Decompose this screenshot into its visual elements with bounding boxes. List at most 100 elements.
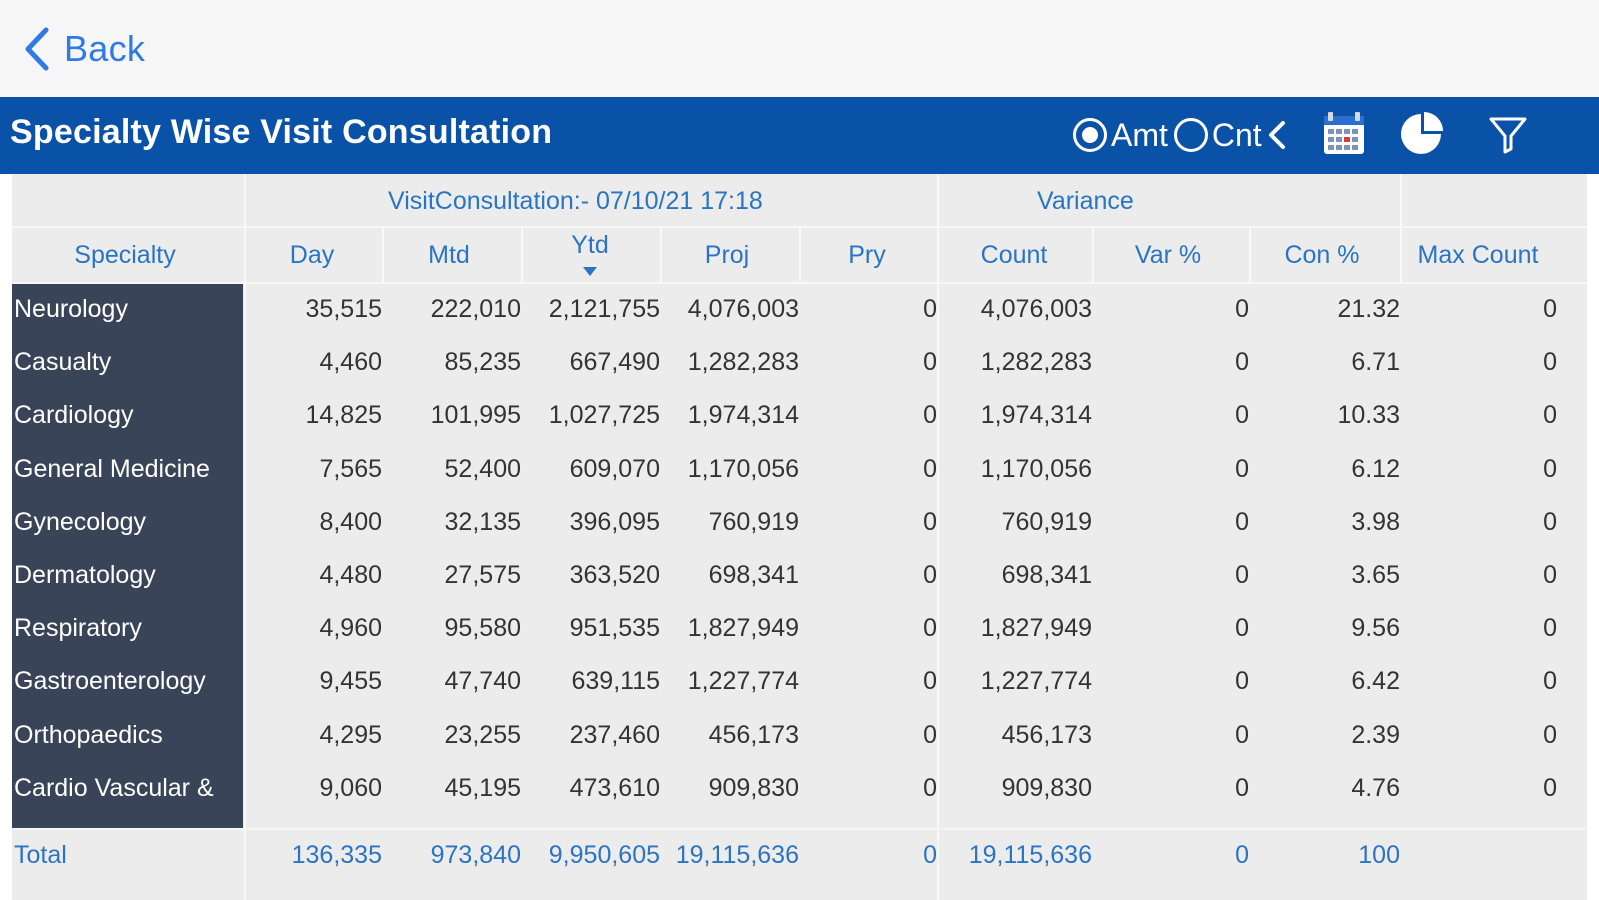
cell-pry: 0 [923, 561, 937, 589]
column-header-con-pct[interactable]: Con % [1284, 241, 1360, 269]
calendar-icon[interactable] [1322, 112, 1366, 156]
cell-count: 760,919 [1001, 507, 1092, 536]
specialty-cell[interactable]: Respiratory [14, 614, 142, 643]
total-var-pct: 0 [1235, 841, 1249, 869]
page-title: Specialty Wise Visit Consultation [10, 113, 553, 151]
cell-count: 1,170,056 [980, 454, 1092, 483]
cell-pry: 0 [923, 773, 937, 802]
cell-var-pct: 0 [1235, 614, 1249, 643]
specialty-cell[interactable]: General Medicine [14, 454, 210, 483]
cell-proj: 1,974,314 [687, 401, 799, 430]
cell-var-pct: 0 [1235, 454, 1249, 483]
cell-day: 9,455 [319, 667, 382, 696]
cell-max-count: 0 [1543, 561, 1557, 589]
cell-con-pct: 6.42 [1351, 667, 1400, 696]
cell-var-pct: 0 [1235, 295, 1249, 323]
column-header-specialty[interactable]: Specialty [74, 241, 176, 269]
radio-unchecked-icon [1173, 118, 1208, 152]
specialty-cell[interactable]: Gastroenterology [14, 667, 206, 696]
column-header-day[interactable]: Day [289, 241, 335, 269]
cell-mtd: 222,010 [430, 295, 521, 323]
cell-count: 1,827,949 [980, 614, 1092, 643]
cell-max-count: 0 [1543, 454, 1557, 483]
cell-ytd: 473,610 [569, 773, 660, 802]
radio-amt[interactable]: Amt [1073, 117, 1168, 154]
specialty-cell[interactable]: Casualty [14, 348, 112, 377]
specialty-cell[interactable]: Dermatology [14, 561, 156, 589]
cell-con-pct: 21.32 [1337, 295, 1400, 323]
chevron-left-icon[interactable] [1266, 119, 1288, 151]
cell-max-count: 0 [1543, 667, 1557, 696]
cell-mtd: 85,235 [444, 348, 521, 377]
cell-mtd: 45,195 [444, 773, 521, 802]
total-proj: 19,115,636 [675, 841, 799, 869]
cell-con-pct: 4.76 [1351, 773, 1400, 802]
specialty-cell[interactable]: Orthopaedics [14, 720, 163, 749]
cell-count: 1,282,283 [980, 348, 1092, 377]
cell-pry: 0 [923, 667, 937, 696]
cell-day: 8,400 [319, 507, 382, 536]
cell-max-count: 0 [1543, 720, 1557, 749]
column-header-mtd[interactable]: Mtd [428, 241, 470, 269]
cell-ytd: 667,490 [569, 348, 660, 377]
cell-proj: 909,830 [708, 773, 799, 802]
total-count: 19,115,636 [968, 841, 1092, 869]
cell-pry: 0 [923, 454, 937, 483]
cell-proj: 1,170,056 [687, 454, 799, 483]
cell-day: 7,565 [319, 454, 382, 483]
cell-max-count: 0 [1543, 348, 1557, 377]
total-pry: 0 [923, 841, 937, 869]
cell-mtd: 101,995 [430, 401, 521, 430]
cell-ytd: 951,535 [569, 614, 660, 643]
cell-con-pct: 6.71 [1351, 348, 1400, 377]
column-header-ytd[interactable]: Ytd [571, 231, 609, 259]
cell-var-pct: 0 [1235, 507, 1249, 536]
cell-mtd: 47,740 [444, 667, 521, 696]
cell-day: 14,825 [305, 401, 382, 430]
radio-cnt[interactable]: Cnt [1173, 117, 1262, 154]
total-mtd: 973,840 [430, 841, 521, 869]
cell-max-count: 0 [1543, 773, 1557, 802]
cell-day: 4,460 [319, 348, 382, 377]
cell-proj: 1,227,774 [687, 667, 799, 696]
radio-checked-icon [1073, 118, 1107, 152]
cell-pry: 0 [923, 720, 937, 749]
cell-pry: 0 [923, 295, 937, 323]
cell-max-count: 0 [1543, 295, 1557, 323]
cell-pry: 0 [923, 348, 937, 377]
cell-con-pct: 9.56 [1351, 614, 1400, 643]
back-button[interactable]: Back [24, 24, 145, 74]
specialty-cell[interactable]: Neurology [14, 295, 128, 323]
cell-proj: 4,076,003 [687, 295, 799, 323]
column-header-var-pct[interactable]: Var % [1134, 241, 1202, 269]
back-chevron-icon [25, 27, 49, 71]
total-label: Total [14, 841, 67, 869]
cell-max-count: 0 [1543, 401, 1557, 430]
cell-ytd: 2,121,755 [548, 295, 660, 323]
amount-count-toggle: Amt Cnt [1073, 115, 1262, 155]
cell-day: 35,515 [305, 295, 382, 323]
cell-day: 4,960 [319, 614, 382, 643]
specialty-column [12, 284, 243, 828]
specialty-cell[interactable]: Cardio Vascular & [14, 773, 214, 802]
variance-group-header: Variance [1037, 187, 1134, 215]
column-header-proj[interactable]: Proj [704, 241, 750, 269]
cell-con-pct: 2.39 [1351, 720, 1400, 749]
total-ytd: 9,950,605 [548, 841, 660, 869]
column-header-count[interactable]: Count [980, 241, 1048, 269]
cell-proj: 760,919 [708, 507, 799, 536]
cell-con-pct: 6.12 [1351, 454, 1400, 483]
filter-icon[interactable] [1488, 115, 1528, 155]
pie-chart-icon[interactable] [1398, 111, 1444, 157]
cell-pry: 0 [923, 507, 937, 536]
specialty-cell[interactable]: Cardiology [14, 401, 134, 430]
cell-ytd: 363,520 [569, 561, 660, 589]
report-header: Specialty Wise Visit Consultation Amt Cn… [0, 97, 1599, 174]
cell-proj: 698,341 [708, 561, 799, 589]
column-header-max-count[interactable]: Max Count [1417, 241, 1539, 269]
specialty-cell[interactable]: Gynecology [14, 507, 147, 536]
column-header-pry[interactable]: Pry [848, 241, 886, 269]
cell-mtd: 95,580 [444, 614, 521, 643]
cell-ytd: 237,460 [569, 720, 660, 749]
sort-descending-icon [583, 267, 597, 276]
